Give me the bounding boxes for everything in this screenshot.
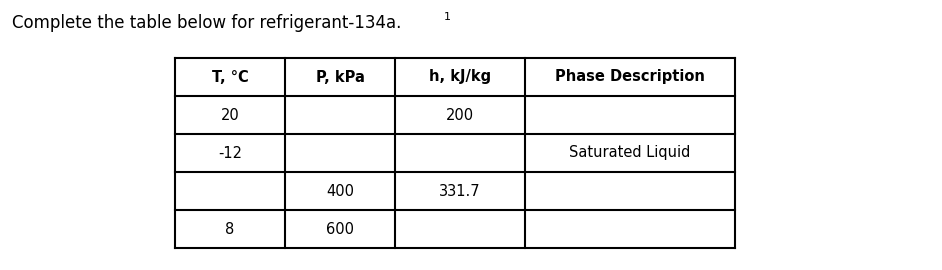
Text: 600: 600 [326, 221, 354, 237]
Text: 331.7: 331.7 [439, 184, 480, 198]
Text: 8: 8 [225, 221, 235, 237]
Text: Saturated Liquid: Saturated Liquid [569, 146, 690, 160]
Text: T, °C: T, °C [212, 69, 249, 85]
Text: Phase Description: Phase Description [555, 69, 705, 85]
Bar [175, 58, 735, 248]
Text: Complete the table below for refrigerant-134a.: Complete the table below for refrigerant… [12, 14, 401, 32]
Text: 1: 1 [444, 12, 451, 22]
Text: 400: 400 [326, 184, 354, 198]
Text: 200: 200 [446, 107, 474, 123]
Text: 20: 20 [220, 107, 239, 123]
Text: P, kPa: P, kPa [316, 69, 365, 85]
Text: h, kJ/kg: h, kJ/kg [429, 69, 491, 85]
Text: -12: -12 [218, 146, 242, 160]
